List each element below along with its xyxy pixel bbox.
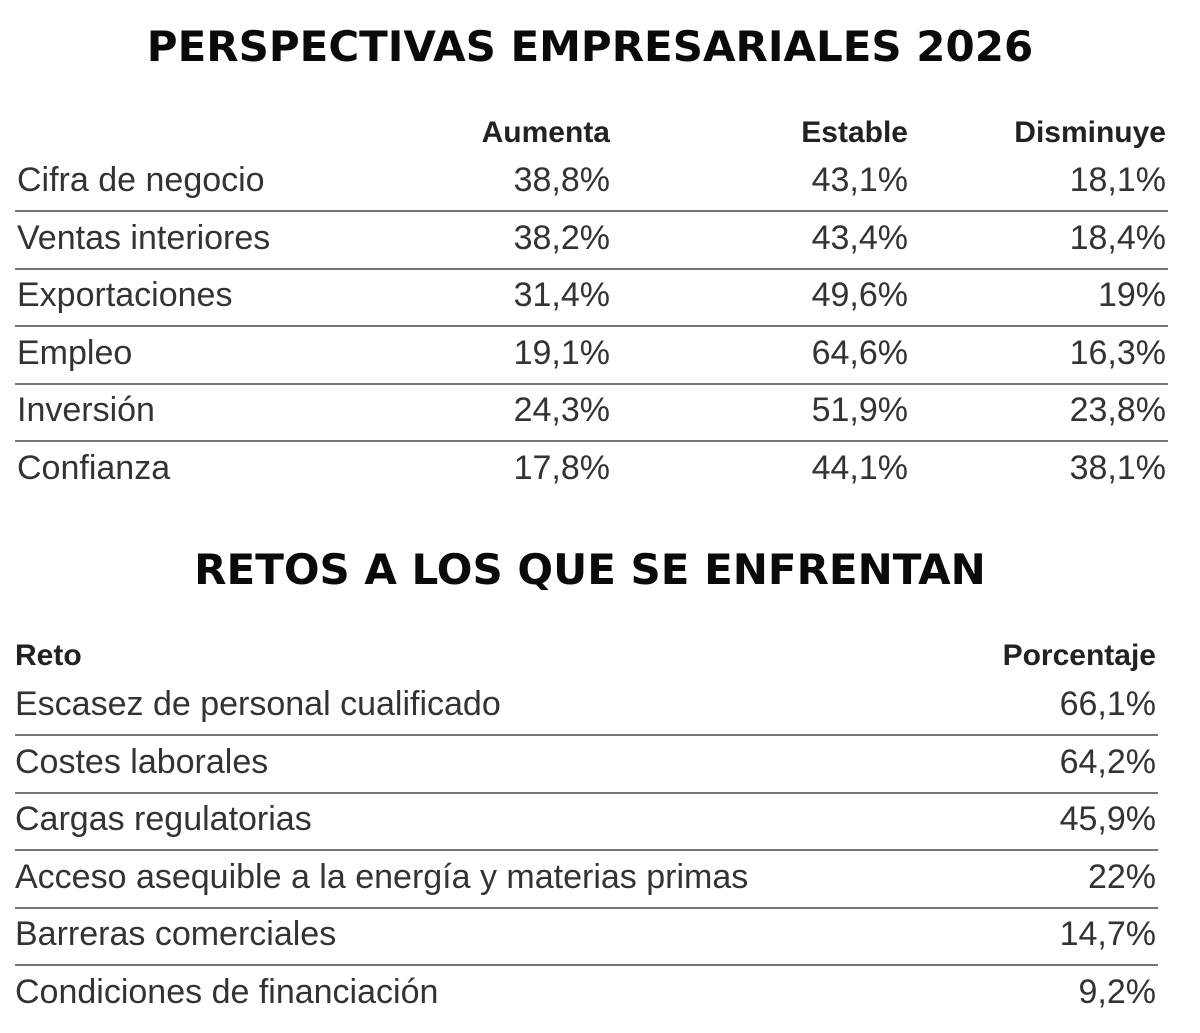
value-estable: 64,6%	[811, 333, 908, 372]
reto-label: Acceso asequible a la energía y materias…	[15, 857, 749, 896]
header-estable: Estable	[801, 116, 908, 149]
table-row: Cargas regulatorias 45,9%	[15, 794, 1158, 851]
table-row: Confianza 17,8% 44,1% 38,1%	[15, 443, 1168, 500]
table-row: Inversión 24,3% 51,9% 23,8%	[15, 385, 1168, 442]
table-row: Condiciones de financiación 9,2%	[15, 967, 1158, 1024]
header-aumenta: Aumenta	[481, 116, 610, 149]
value-aumenta: 19,1%	[513, 333, 610, 372]
reto-label: Condiciones de financiación	[15, 972, 439, 1011]
value-estable: 43,4%	[811, 218, 908, 257]
value-aumenta: 38,2%	[513, 218, 610, 257]
table-row: Acceso asequible a la energía y materias…	[15, 852, 1158, 909]
row-label: Inversión	[17, 391, 155, 429]
row-label: Ventas interiores	[17, 218, 271, 257]
table-row: Barreras comerciales 14,7%	[15, 909, 1158, 966]
value-disminuye: 18,1%	[1069, 161, 1166, 199]
table-row: Cifra de negocio 38,8% 43,1% 18,1%	[15, 155, 1168, 212]
header-disminuye: Disminuye	[1014, 116, 1166, 149]
reto-label: Escasez de personal cualificado	[15, 685, 501, 723]
value-disminuye: 23,8%	[1069, 391, 1166, 429]
value-estable: 49,6%	[811, 276, 908, 314]
value-estable: 51,9%	[811, 391, 908, 429]
row-label: Confianza	[17, 448, 171, 487]
value-disminuye: 19%	[1097, 276, 1166, 314]
reto-label: Barreras comerciales	[15, 915, 337, 953]
reto-value: 66,1%	[1059, 685, 1156, 723]
value-aumenta: 38,8%	[513, 161, 610, 199]
value-disminuye: 18,4%	[1069, 218, 1166, 257]
value-aumenta: 31,4%	[513, 276, 610, 314]
header-porcentaje: Porcentaje	[1002, 639, 1156, 672]
value-aumenta: 24,3%	[513, 391, 610, 429]
perspectivas-title: PERSPECTIVAS EMPRESARIALES 2026	[146, 22, 1034, 71]
reto-label: Cargas regulatorias	[15, 800, 312, 838]
row-label: Exportaciones	[17, 276, 233, 314]
reto-value: 14,7%	[1059, 915, 1156, 953]
row-label: Empleo	[17, 333, 133, 372]
reto-value: 45,9%	[1059, 800, 1156, 838]
reto-value: 64,2%	[1059, 742, 1156, 781]
table-row: Ventas interiores 38,2% 43,4% 18,4%	[15, 213, 1168, 270]
reto-label: Costes laborales	[15, 742, 269, 781]
table-row: Empleo 19,1% 64,6% 16,3%	[15, 328, 1168, 385]
value-disminuye: 38,1%	[1069, 448, 1166, 487]
table-row: Escasez de personal cualificado 66,1%	[15, 679, 1158, 736]
value-estable: 44,1%	[811, 448, 908, 487]
value-estable: 43,1%	[811, 161, 908, 199]
reto-value: 22%	[1087, 857, 1156, 896]
header-reto: Reto	[15, 639, 82, 672]
retos-title: RETOS A LOS QUE SE ENFRENTAN	[194, 545, 986, 594]
table-row: Exportaciones 31,4% 49,6% 19%	[15, 270, 1168, 327]
reto-value: 9,2%	[1078, 972, 1157, 1011]
value-disminuye: 16,3%	[1069, 333, 1166, 372]
value-aumenta: 17,8%	[513, 448, 610, 487]
row-label: Cifra de negocio	[17, 161, 265, 199]
table-row: Costes laborales 64,2%	[15, 737, 1158, 794]
